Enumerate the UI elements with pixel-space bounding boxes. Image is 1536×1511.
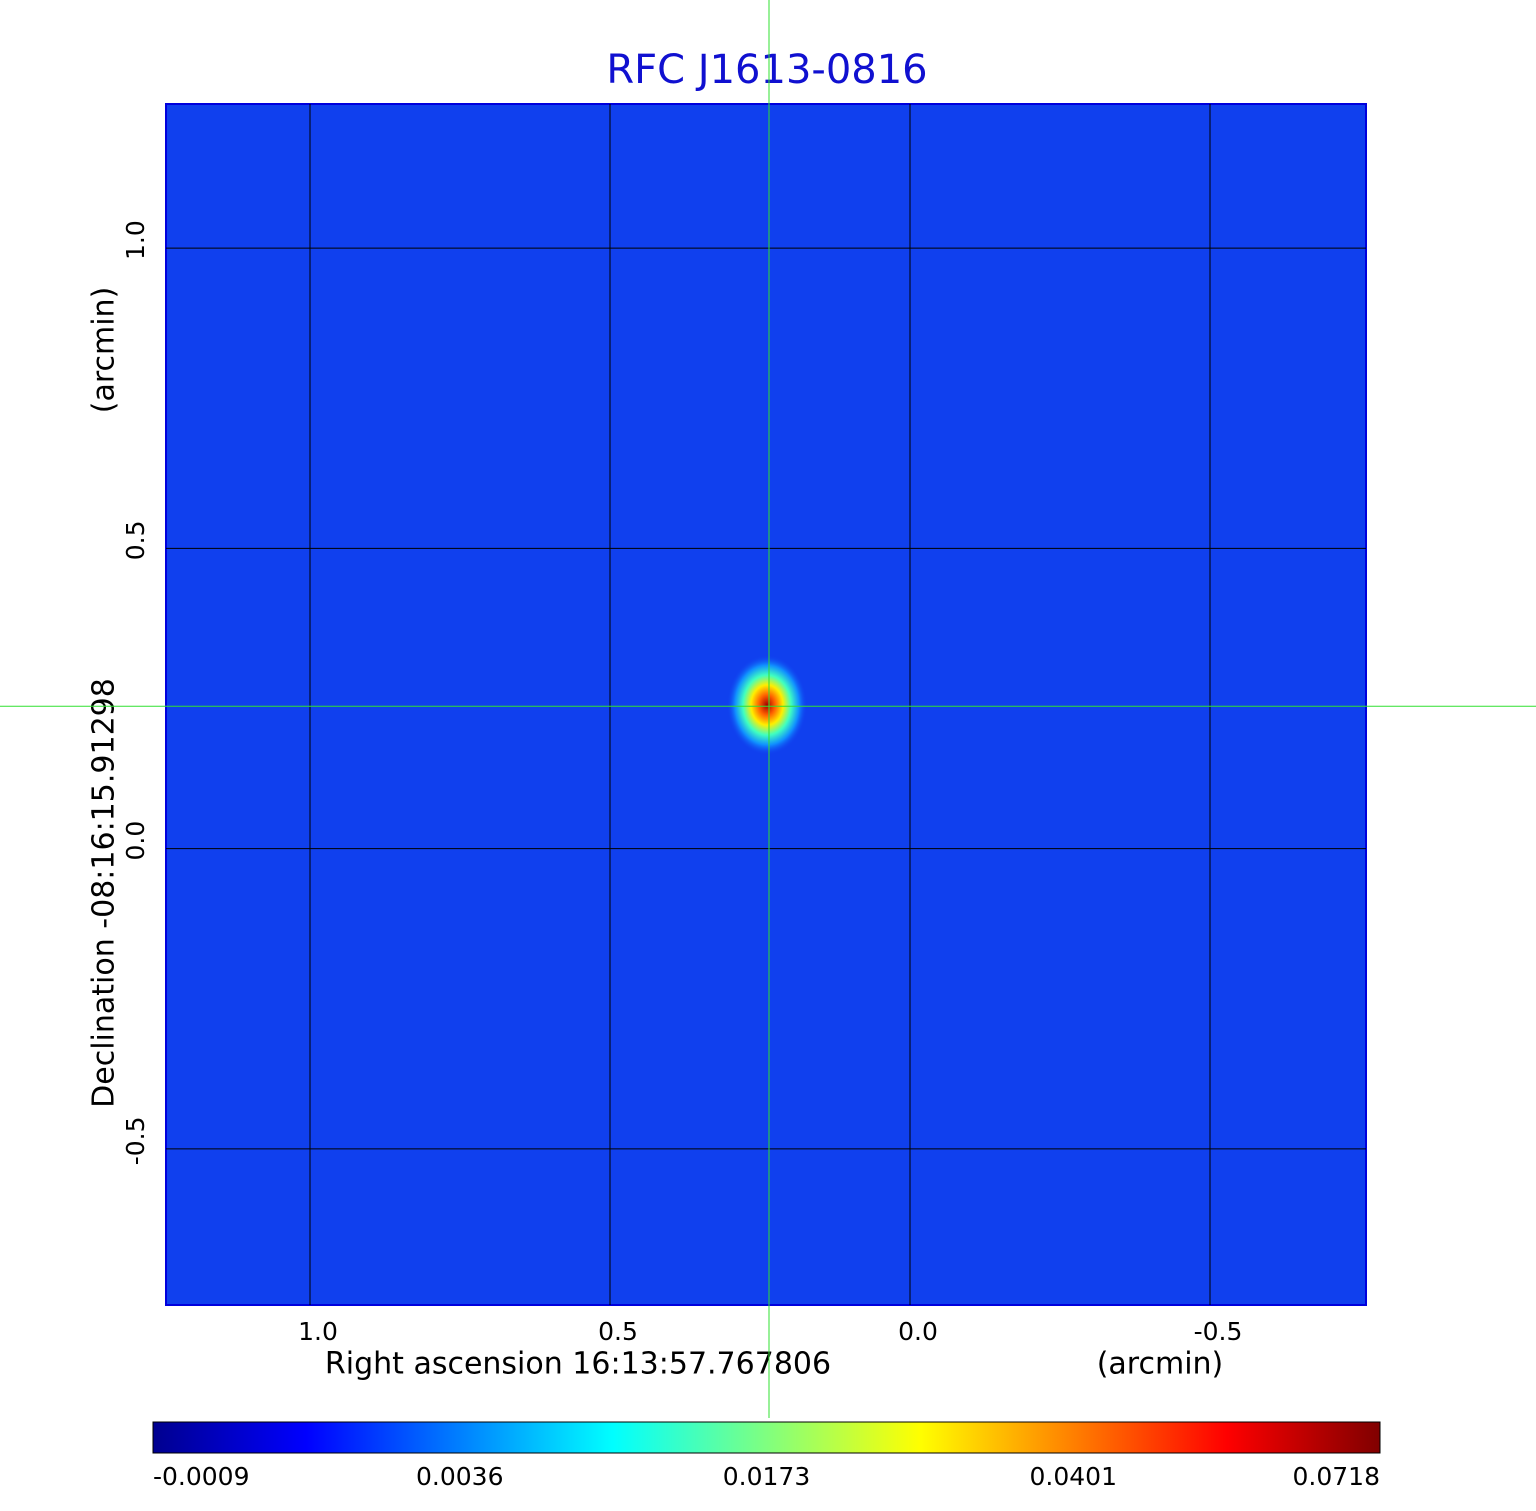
- source-blob: [727, 655, 807, 755]
- colorbar: [152, 1421, 1381, 1454]
- chart-title: RFC J1613-0816: [606, 47, 927, 93]
- x-axis-label: Right ascension 16:13:57.767806: [325, 1347, 831, 1382]
- colorbar-tick-label: 0.0401: [1030, 1462, 1117, 1491]
- y-tick-label: 0.5: [121, 520, 150, 560]
- y-axis-label: Declination -08:16:15.91298: [87, 678, 122, 1108]
- x-axis-unit: (arcmin): [1097, 1347, 1224, 1382]
- y-axis-unit: (arcmin): [87, 287, 122, 414]
- x-tick-label: 0.0: [898, 1317, 938, 1346]
- y-tick-label: 0.0: [121, 821, 150, 861]
- colorbar-tick-label: -0.0009: [153, 1462, 250, 1491]
- y-tick-label: -0.5: [121, 1116, 150, 1165]
- x-tick-label: -0.5: [1194, 1317, 1243, 1346]
- colorbar-tick-label: 0.0718: [1293, 1462, 1380, 1491]
- colorbar-tick-label: 0.0173: [723, 1462, 810, 1491]
- colorbar-tick-label: 0.0036: [416, 1462, 503, 1491]
- x-tick-label: 0.5: [598, 1317, 638, 1346]
- x-tick-label: 1.0: [298, 1317, 338, 1346]
- y-tick-label: 1.0: [121, 220, 150, 260]
